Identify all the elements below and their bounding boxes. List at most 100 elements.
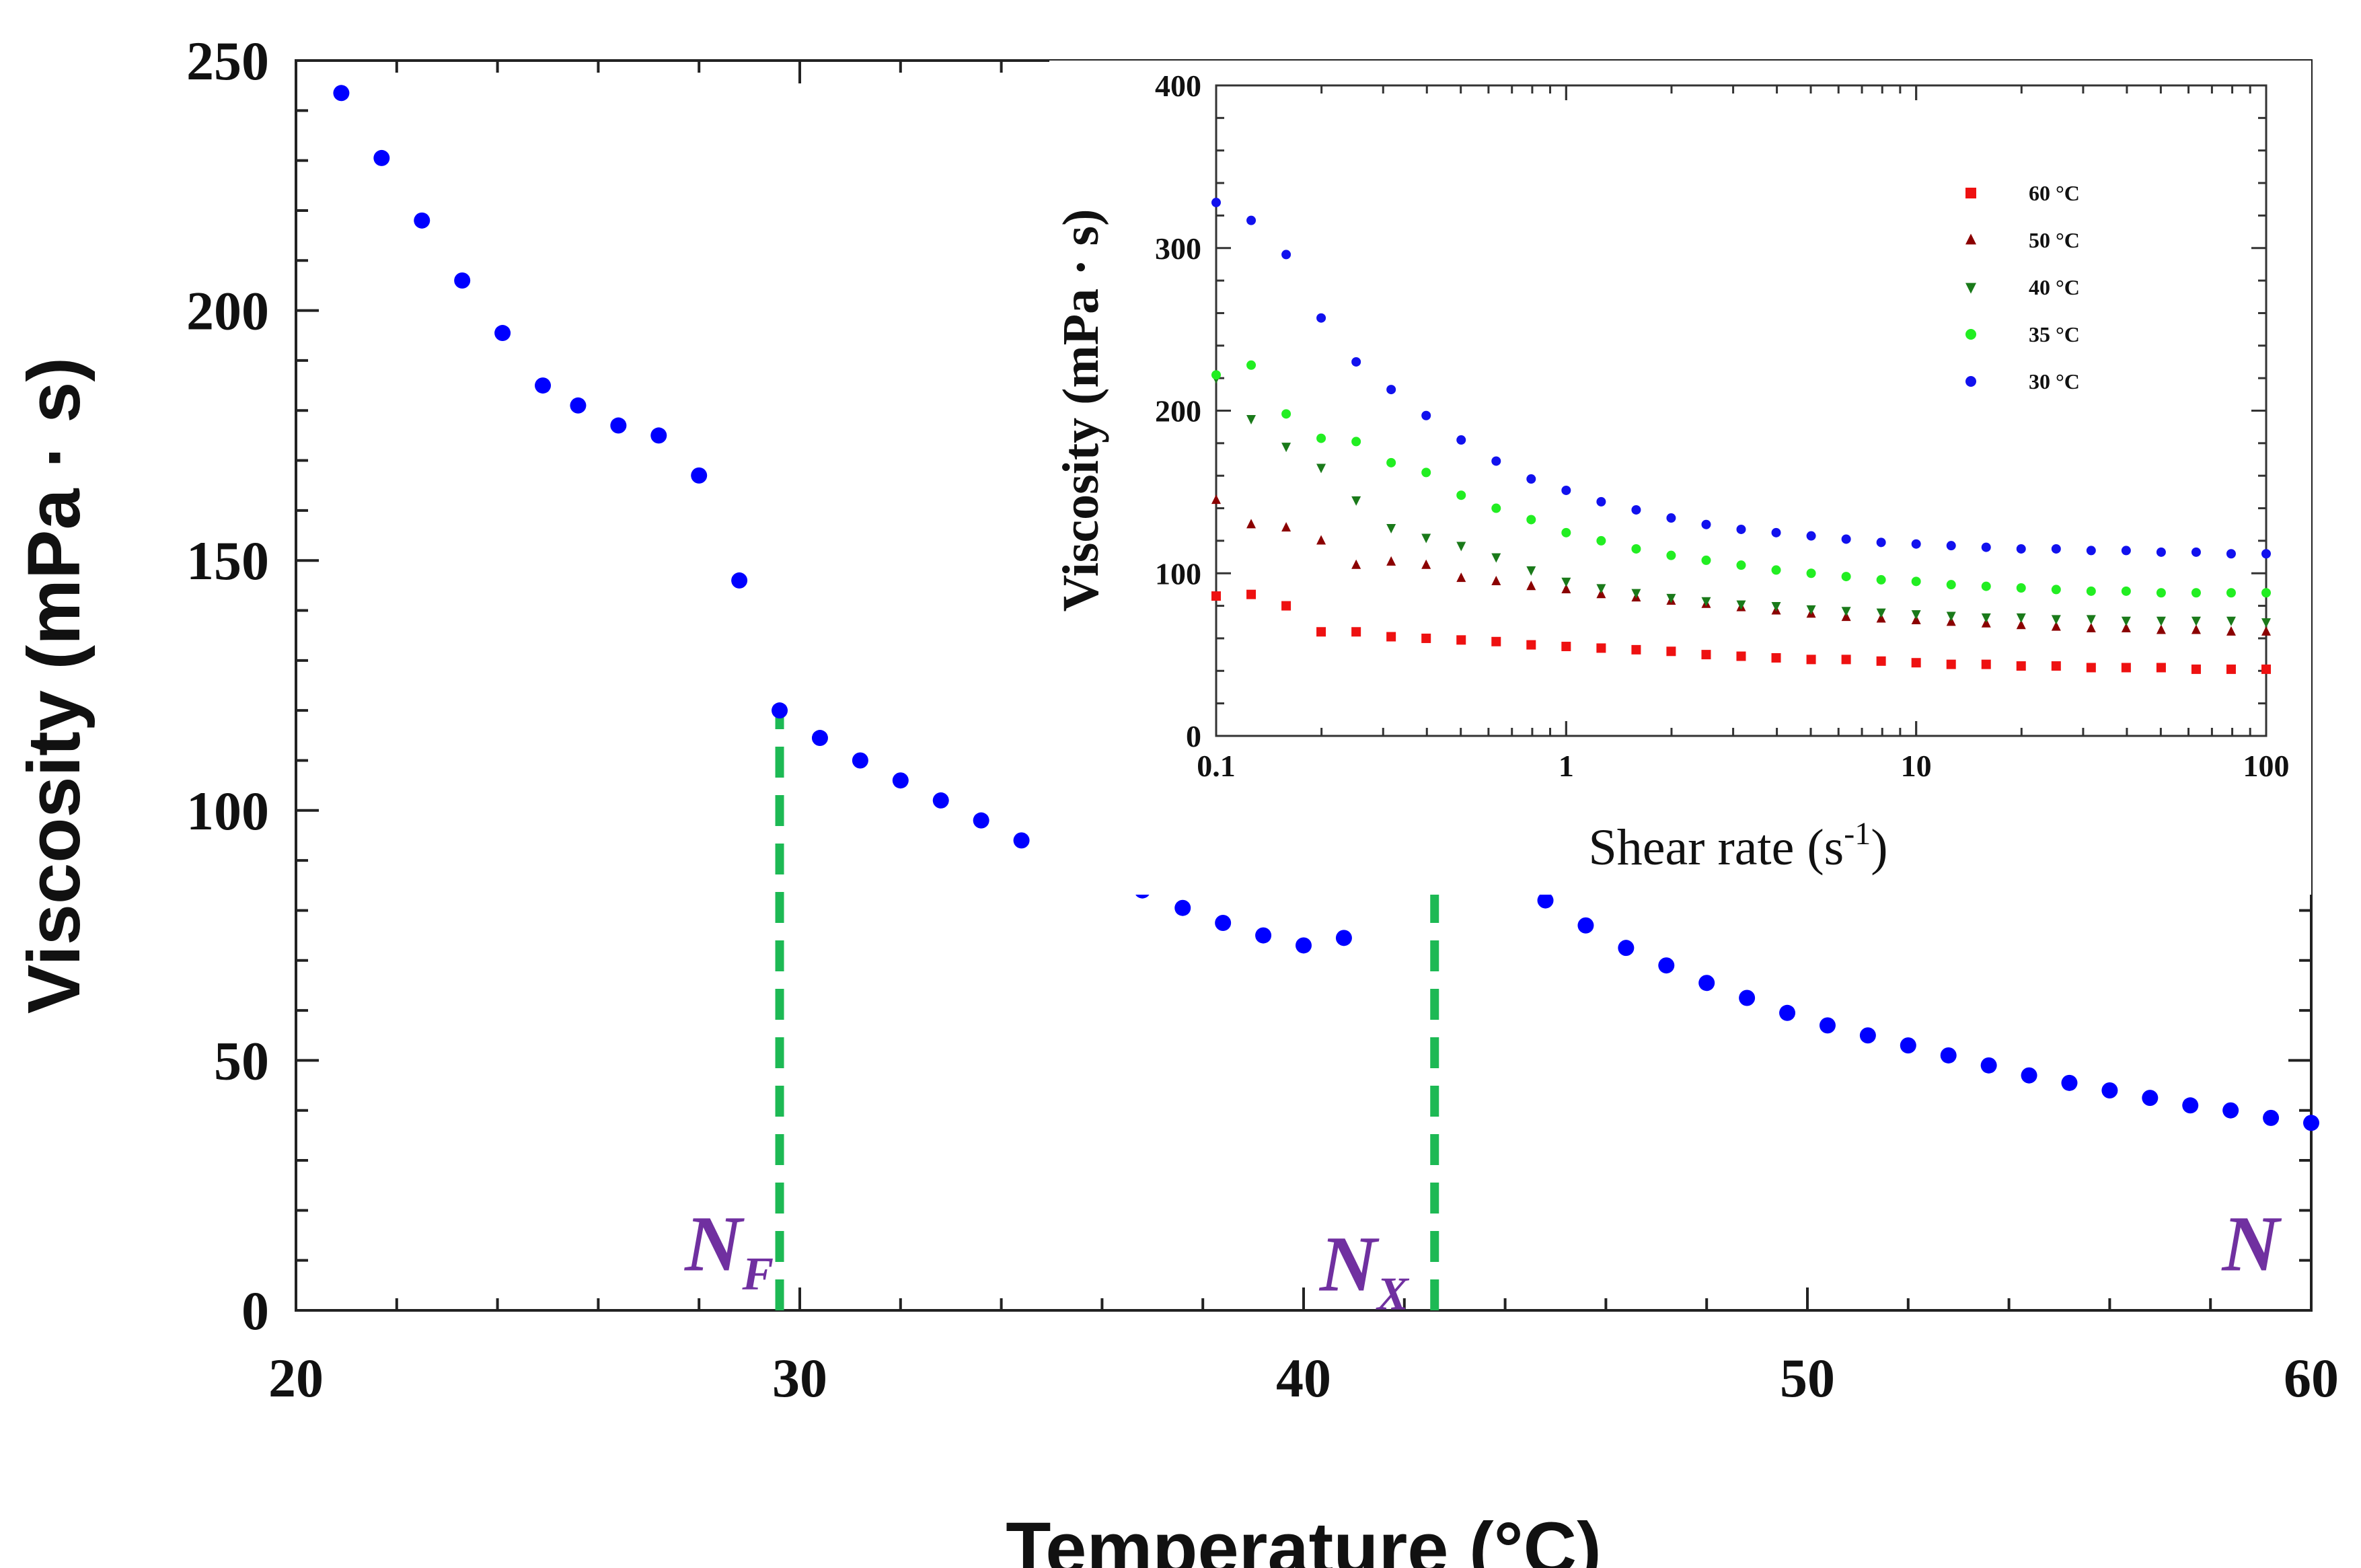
inset-data-point [2121,623,2131,633]
inset-plot: 0.1 1 10 100 0 100 200 300 400 60 °C 50 °C 40 °C 35… [1049,61,2311,895]
inset-data-point [2051,621,2061,631]
data-point [892,772,909,789]
data-point [811,730,828,747]
inset-data-point [1561,584,1571,594]
x-tick-label: 20 [268,1347,324,1409]
inset-data-point [1806,655,1816,665]
inset-data-point [2121,586,2131,596]
inset-data-point [1316,535,1326,545]
inset-data-point [1211,198,1221,208]
data-point [2142,1090,2159,1107]
legend-marker [1965,233,1976,245]
inset-data-point [2261,626,2271,636]
inset-data-point [1211,370,1221,380]
inset-data-point [1876,656,1886,666]
phase-label: NX [1318,1220,1410,1320]
inset-data-point [2191,588,2201,598]
inset-data-point [1946,580,1956,590]
inset-data-point [1946,659,1956,669]
inset-data-point [2261,618,2271,628]
inset-data-point [1771,652,1781,663]
inset-data-point [1631,644,1641,655]
inset-data-point [1841,534,1851,544]
inset-data-point [2156,616,2166,626]
data-point [650,427,667,444]
y-tick-label: 200 [186,281,269,342]
data-point [2021,1067,2037,1084]
inset-data-point [1491,456,1501,466]
inset-data-point [1526,581,1536,591]
inset-data-point [1526,566,1536,576]
inset-data-point [1351,627,1361,637]
inset-data-point [2121,663,2131,673]
data-point [1739,990,1756,1006]
inset-data-point [1771,565,1781,575]
inset-data-point [2191,664,2201,674]
inset-data-point [1246,360,1257,370]
inset-data-point [1386,556,1396,566]
data-point [1618,940,1635,957]
inset-data-point [1736,600,1746,610]
inset-data-point [1771,602,1781,611]
inset-data-point [1876,537,1886,548]
inset-data-point [1736,651,1746,661]
inset-data-point [2191,624,2201,634]
inset-data-point [1561,642,1571,652]
inset-data-point [2226,588,2236,598]
inset-series-points [1211,198,2271,674]
inset-data-point [1666,593,1676,603]
inset-data-point [2086,623,2096,633]
inset-data-point [1561,577,1571,587]
inset-data-point [1246,414,1257,424]
inset-data-point [1491,553,1501,563]
data-point [1940,1047,1957,1063]
inset-data-point [1981,659,1991,669]
inset-data-point [1316,463,1326,474]
inset-data-point [1596,643,1606,653]
inset-data-point [1351,559,1361,569]
data-point [454,272,471,289]
data-point [1537,892,1554,909]
legend-marker [1965,188,1976,198]
inset-data-point [2261,588,2271,598]
inset-data-point [1946,541,1956,551]
inset-data-point [2226,549,2236,559]
legend-marker [1965,283,1976,294]
data-point [1779,1004,1796,1021]
inset-data-point [1421,410,1431,420]
inset-data-point [1246,519,1257,529]
inset-data-point [1281,409,1291,419]
inset-data-point [1876,574,1886,585]
inset-data-point [1246,589,1257,599]
data-point [1013,832,1030,849]
inset-data-point [1631,505,1641,515]
inset-y-axis-title: Viscosity (mPa · s) [1053,209,1109,612]
y-tick-label: 50 [214,1030,269,1091]
inset-data-point [2226,664,2236,674]
x-tick-label: 30 [772,1347,827,1409]
inset-data-point [1631,544,1641,554]
inset-data-point [1456,572,1466,583]
inset-data-point [2016,620,2026,630]
inset-data-point [1981,613,1991,623]
data-point [535,377,552,394]
inset-data-point [1386,632,1396,642]
inset-data-point [1666,646,1676,657]
inset-data-point [1596,584,1606,594]
inset-data-point [1596,496,1606,507]
data-point [691,467,708,484]
inset-data-point [1281,522,1291,532]
inset-data-point [1421,633,1431,643]
legend-label: 30 °C [2029,369,2080,394]
x-tick-label: 40 [1276,1347,1331,1409]
inset-data-point [1246,215,1257,225]
data-point [1859,1027,1876,1044]
inset-data-point [1841,607,1851,617]
inset-data-point [1211,494,1221,505]
inset-data-point [2051,544,2061,554]
inset-data-point [2086,586,2096,596]
inset-data-point [1386,457,1396,468]
y-tick-label: 100 [186,780,269,842]
inset-data-point [1701,597,1711,607]
